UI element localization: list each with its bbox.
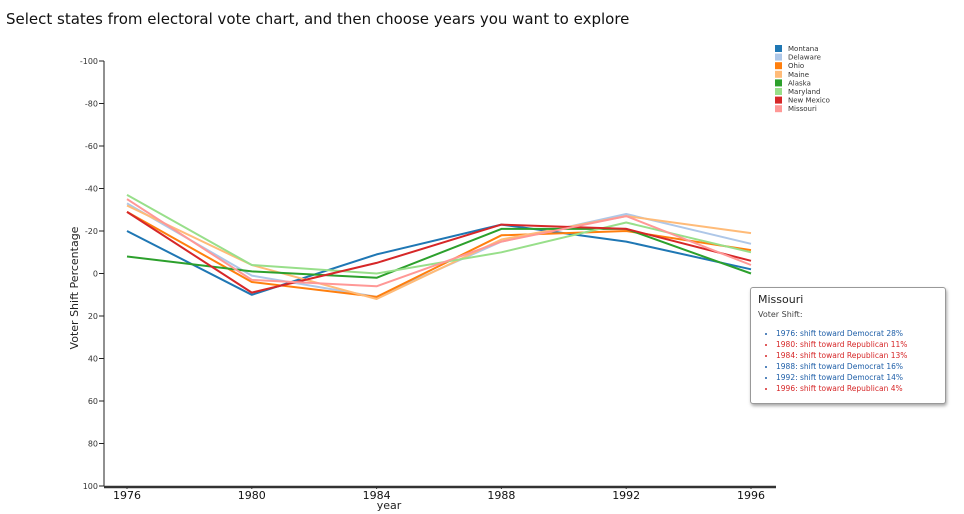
y-tick-label: 60 — [88, 397, 98, 406]
x-axis-title: year — [377, 499, 402, 512]
legend-swatch-missouri[interactable] — [775, 105, 782, 113]
tooltip-state-name: Missouri — [758, 293, 804, 306]
legend-label-new-mexico[interactable]: New Mexico — [788, 97, 830, 105]
y-tick-label: -100 — [80, 57, 98, 66]
tooltip-shift-list: 1976: shift toward Democrat 28%1980: shi… — [758, 328, 938, 394]
legend-label-alaska[interactable]: Alaska — [788, 79, 811, 87]
y-tick-label: -60 — [85, 142, 98, 151]
tooltip-subtitle: Voter Shift: — [758, 310, 803, 319]
series-line-new-mexico[interactable] — [126, 211, 752, 294]
y-tick-label: 0 — [93, 270, 98, 279]
y-tick-label: -20 — [85, 227, 98, 236]
tooltip-shift-item: 1992: shift toward Democrat 14% — [776, 372, 938, 383]
page-title: Select states from electoral vote chart,… — [6, 10, 630, 28]
series-line-alaska[interactable] — [126, 227, 752, 279]
tooltip-shift-item: 1988: shift toward Democrat 16% — [776, 361, 938, 372]
x-tick-label: 1976 — [113, 489, 141, 502]
legend[interactable]: MontanaDelawareOhioMaineAlaskaMarylandNe… — [775, 45, 830, 113]
x-tick-label: 1992 — [612, 489, 640, 502]
x-tick-label: 1996 — [737, 489, 765, 502]
x-axis: 1976 1980 1984 1988 1992 1996 — [104, 485, 776, 502]
legend-swatch-maryland[interactable] — [775, 88, 782, 95]
legend-label-missouri[interactable]: Missouri — [788, 105, 817, 113]
y-tick-label: 100 — [83, 482, 98, 491]
legend-swatch-alaska[interactable] — [775, 79, 782, 87]
y-axis-title: Voter Shift Percentage — [68, 226, 81, 349]
y-tick-label: -80 — [85, 100, 98, 109]
legend-label-maryland[interactable]: Maryland — [788, 88, 820, 96]
legend-swatch-montana[interactable] — [775, 45, 782, 52]
legend-label-delaware[interactable]: Delaware — [788, 54, 821, 62]
legend-label-ohio[interactable]: Ohio — [788, 62, 804, 70]
legend-swatch-maine[interactable] — [775, 70, 782, 78]
series-line-missouri[interactable] — [126, 198, 752, 288]
legend-swatch-ohio[interactable] — [775, 62, 782, 70]
tooltip-shift-item: 1984: shift toward Republican 13% — [776, 350, 938, 361]
state-tooltip: Missouri Voter Shift: 1976: shift toward… — [750, 287, 946, 404]
y-tick-label: 20 — [88, 312, 98, 321]
x-tick-label: 1988 — [487, 489, 515, 502]
y-tick-label: 40 — [88, 355, 98, 364]
tooltip-shift-item: 1980: shift toward Republican 11% — [776, 339, 938, 350]
y-tick-label: -40 — [85, 185, 98, 194]
series-line-maine[interactable] — [126, 204, 752, 300]
y-tick-label: 80 — [88, 440, 98, 449]
x-tick-label: 1980 — [238, 489, 266, 502]
tooltip-shift-item: 1996: shift toward Republican 4% — [776, 383, 938, 394]
legend-swatch-new-mexico[interactable] — [775, 96, 782, 104]
y-axis: -100 -80 -60 -40 -20 0 20 40 60 80 100 — [80, 57, 105, 491]
x-tick-label: 1984 — [363, 489, 391, 502]
series-line-montana[interactable] — [126, 223, 752, 296]
legend-swatch-delaware[interactable] — [775, 53, 782, 61]
legend-label-maine[interactable]: Maine — [788, 71, 809, 79]
series-lines[interactable] — [126, 194, 752, 300]
legend-label-montana[interactable]: Montana — [788, 45, 819, 53]
tooltip-shift-item: 1976: shift toward Democrat 28% — [776, 328, 938, 339]
series-line-maryland[interactable] — [126, 194, 752, 275]
